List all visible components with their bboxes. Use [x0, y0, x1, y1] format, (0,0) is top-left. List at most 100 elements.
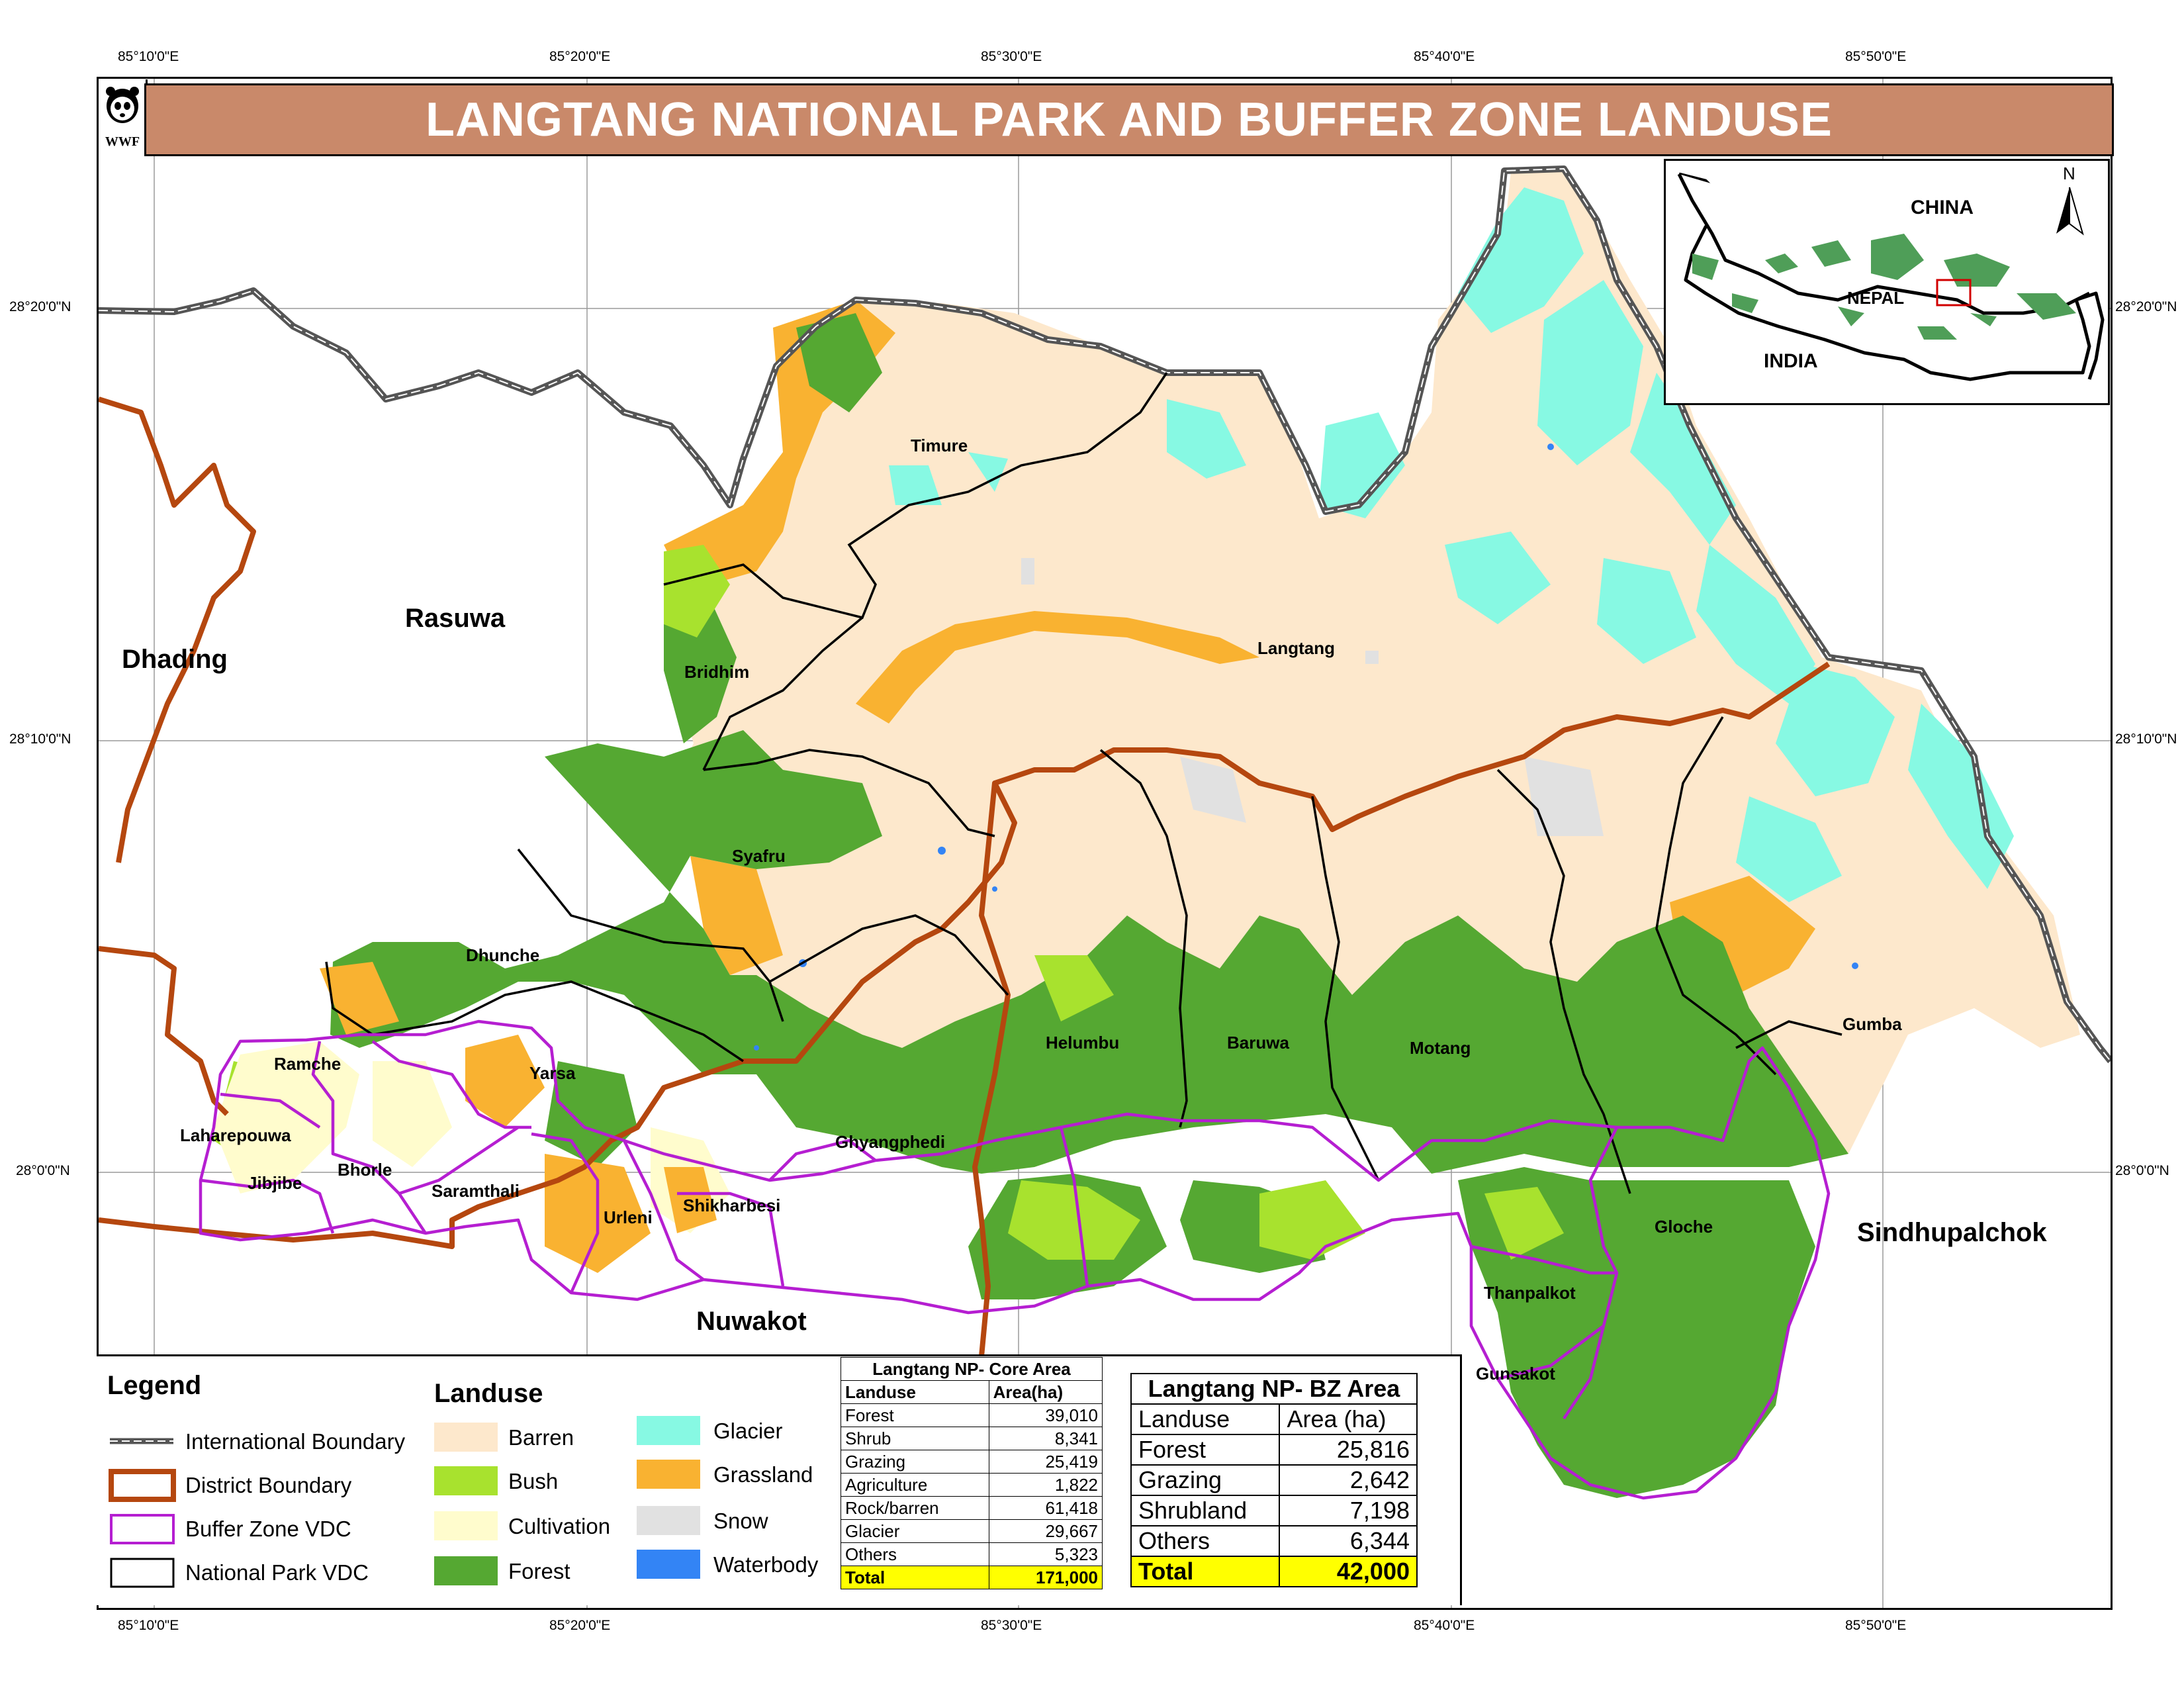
inset-label-china: CHINA [1911, 197, 1974, 218]
table-row: Others 5,323 [841, 1542, 1103, 1566]
inset-label-north: N [2063, 164, 2075, 183]
vdc-label-syafru: Syafru [732, 846, 786, 866]
core-area-table: Langtang NP- Core Area Landuse Area(ha) … [841, 1357, 1103, 1589]
legend-cultivation: Cultivation [508, 1514, 611, 1538]
wwf-logo-text: WWF [105, 134, 140, 149]
coord-left-3: 28°0'0"N [16, 1163, 70, 1178]
vdc-label-thanpalkot: Thanpalkot [1484, 1283, 1576, 1303]
district-label-rasuwa: Rasuwa [405, 604, 506, 633]
legend-barren: Barren [508, 1425, 574, 1450]
vdc-label-gunsakot: Gunsakot [1476, 1364, 1555, 1383]
core-header-area: Area(ha) [988, 1380, 1103, 1404]
district-label-sindhupalchok: Sindhupalchok [1857, 1218, 2047, 1247]
vdc-label-helumbu: Helumbu [1046, 1033, 1120, 1053]
table-row: Glacier 29,667 [841, 1519, 1103, 1543]
swatch-snow [637, 1506, 700, 1535]
bz-cell-value: 7,198 [1279, 1495, 1418, 1526]
buffer-zone-boundaries [199, 1019, 1831, 1500]
bz-total-value: 42,000 [1279, 1556, 1418, 1587]
swatch-barren [434, 1423, 498, 1452]
coord-top-5: 85°50'0"E [1845, 49, 1907, 64]
bz-cell-label: Shrubland [1130, 1495, 1281, 1526]
coord-bottom-5: 85°50'0"E [1845, 1618, 1907, 1633]
core-cell-label: Agriculture [841, 1473, 989, 1497]
vdc-label-bridhim: Bridhim [684, 662, 750, 682]
core-cell-label: Forest [841, 1403, 989, 1427]
table-row: Grazing 2,642 [1130, 1464, 1418, 1496]
legend-forest: Forest [508, 1559, 570, 1583]
coord-top-4: 85°40'0"E [1414, 49, 1475, 64]
table-row: Others 6,344 [1130, 1525, 1418, 1557]
table-row: Agriculture 1,822 [841, 1473, 1103, 1497]
legend-national-park-vdc: National Park VDC [185, 1560, 369, 1585]
inset-label-nepal: NEPAL [1847, 288, 1905, 308]
core-total-value: 171,000 [988, 1566, 1103, 1589]
legend-boundary-symbols [109, 1438, 176, 1588]
bz-total-label: Total [1130, 1556, 1281, 1587]
district-label-nuwakot: Nuwakot [696, 1307, 807, 1336]
langtang-locator-box [1936, 279, 1972, 306]
bz-cell-value: 2,642 [1279, 1464, 1418, 1496]
coord-right-2: 28°10'0"N [2115, 731, 2177, 747]
swatch-waterbody [637, 1550, 700, 1579]
core-cell-value: 1,822 [988, 1473, 1103, 1497]
wwf-logo: WWF [99, 79, 148, 154]
glacier-areas [889, 187, 2014, 902]
map-title: LANGTANG NATIONAL PARK AND BUFFER ZONE L… [426, 93, 1833, 146]
legend-bush: Bush [508, 1469, 559, 1493]
legend-international-boundary: International Boundary [185, 1429, 406, 1454]
core-table-title: Langtang NP- Core Area [841, 1357, 1103, 1381]
bz-cell-label: Others [1130, 1525, 1281, 1557]
legend-waterbody: Waterbody [713, 1552, 819, 1577]
core-total-row: Total 171,000 [841, 1566, 1103, 1589]
map-canvas [99, 79, 2111, 1608]
district-boundaries [99, 397, 1831, 1357]
inset-label-india: INDIA [1764, 350, 1818, 372]
north-arrow-icon [2056, 187, 2084, 236]
international-boundary [99, 165, 2111, 1064]
swatch-bush [434, 1466, 498, 1495]
coord-top-2: 85°20'0"E [549, 49, 611, 64]
vdc-label-timure: Timure [911, 436, 968, 455]
coord-left-2: 28°10'0"N [9, 731, 71, 747]
core-cell-value: 25,419 [988, 1450, 1103, 1474]
core-cell-label: Grazing [841, 1450, 989, 1474]
coord-top-3: 85°30'0"E [981, 49, 1042, 64]
core-cell-label: Glacier [841, 1519, 989, 1543]
legend-buffer-zone-vdc: Buffer Zone VDC [185, 1517, 351, 1541]
legend-district-boundary: District Boundary [185, 1473, 352, 1497]
core-cell-value: 39,010 [988, 1403, 1103, 1427]
coord-left-1: 28°20'0"N [9, 299, 71, 314]
bz-area-table: Langtang NP- BZ Area Landuse Area (ha) F… [1130, 1373, 1418, 1587]
legend-landuse-title: Landuse [434, 1379, 543, 1408]
table-row: Forest 25,816 [1130, 1434, 1418, 1466]
vdc-label-ramche: Ramche [274, 1054, 341, 1074]
core-cell-value: 61,418 [988, 1496, 1103, 1520]
coord-right-1: 28°20'0"N [2115, 299, 2177, 314]
table-row: Shrub 8,341 [841, 1427, 1103, 1450]
swatch-cultivation [434, 1511, 498, 1540]
table-row: Forest 39,010 [841, 1403, 1103, 1427]
snow-areas [1021, 558, 1604, 836]
core-cell-value: 5,323 [988, 1542, 1103, 1566]
vdc-label-gloche: Gloche [1655, 1217, 1713, 1237]
vdc-label-baruwa: Baruwa [1227, 1033, 1289, 1053]
coord-bottom-4: 85°40'0"E [1414, 1618, 1475, 1633]
bz-table-title: Langtang NP- BZ Area [1130, 1373, 1418, 1405]
vdc-label-bhorle: Bhorle [338, 1160, 392, 1180]
table-row: Rock/barren 61,418 [841, 1496, 1103, 1520]
vdc-label-laharepouwa: Laharepouwa [180, 1125, 291, 1145]
vdc-label-shikharbesi: Shikharbesi [683, 1196, 781, 1215]
core-cell-value: 8,341 [988, 1427, 1103, 1450]
vdc-label-ghyangphedi: Ghyangphedi [835, 1132, 946, 1152]
table-row: Grazing 25,419 [841, 1450, 1103, 1474]
inset-locator-map: CHINA NEPAL INDIA N [1664, 159, 2110, 405]
vdc-label-urleni: Urleni [604, 1207, 653, 1227]
core-cell-label: Rock/barren [841, 1496, 989, 1520]
legend-title: Legend [107, 1371, 202, 1400]
vdc-label-langtang: Langtang [1257, 638, 1335, 658]
district-label-dhading: Dhading [122, 645, 228, 674]
vdc-label-dhunche: Dhunche [466, 945, 540, 965]
bz-cell-value: 25,816 [1279, 1434, 1418, 1466]
legend-grassland: Grassland [713, 1462, 813, 1487]
